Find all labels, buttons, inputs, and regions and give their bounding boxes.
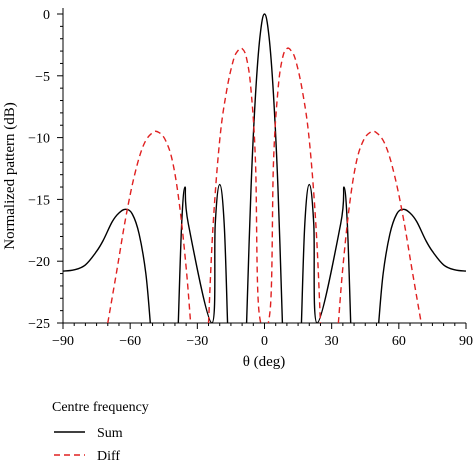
legend-title: Centre frequency bbox=[52, 400, 149, 415]
y-tick-label: −20 bbox=[28, 255, 50, 270]
legend: Centre frequency Sum Diff bbox=[52, 400, 149, 464]
series-sum-line bbox=[63, 208, 152, 323]
y-tick-label: −5 bbox=[35, 70, 50, 85]
series-sum-line bbox=[245, 13, 284, 323]
series-diff-line bbox=[337, 130, 422, 323]
x-tick-label: 60 bbox=[392, 334, 406, 349]
plot-area bbox=[63, 13, 466, 323]
x-tick-label: 30 bbox=[325, 334, 339, 349]
series-sum-line bbox=[300, 183, 352, 323]
legend-diff-label: Diff bbox=[97, 449, 120, 464]
y-tick-label: −10 bbox=[28, 132, 50, 147]
legend-sum-label: Sum bbox=[97, 426, 123, 441]
axes bbox=[57, 8, 467, 329]
series-diff-line bbox=[107, 130, 192, 323]
x-tick-label: −60 bbox=[119, 334, 141, 349]
y-tick-label: −15 bbox=[28, 193, 50, 208]
series-sum-line bbox=[377, 208, 466, 323]
x-tick-label: −90 bbox=[52, 334, 74, 349]
tick-labels: −90 −60 −30 0 30 60 90 0 −5 −10 −15 −20 −25 bbox=[28, 8, 473, 349]
x-axis-label: θ (deg) bbox=[243, 354, 286, 370]
x-tick-label: −30 bbox=[186, 334, 208, 349]
series-diff-line bbox=[207, 47, 322, 323]
x-tick-label: 0 bbox=[261, 334, 268, 349]
series-sum-line bbox=[177, 183, 229, 323]
y-tick-label: 0 bbox=[43, 8, 50, 23]
y-tick-label: −25 bbox=[28, 317, 50, 332]
x-tick-label: 90 bbox=[459, 334, 473, 349]
y-axis-label: Normalized pattern (dB) bbox=[2, 102, 18, 249]
